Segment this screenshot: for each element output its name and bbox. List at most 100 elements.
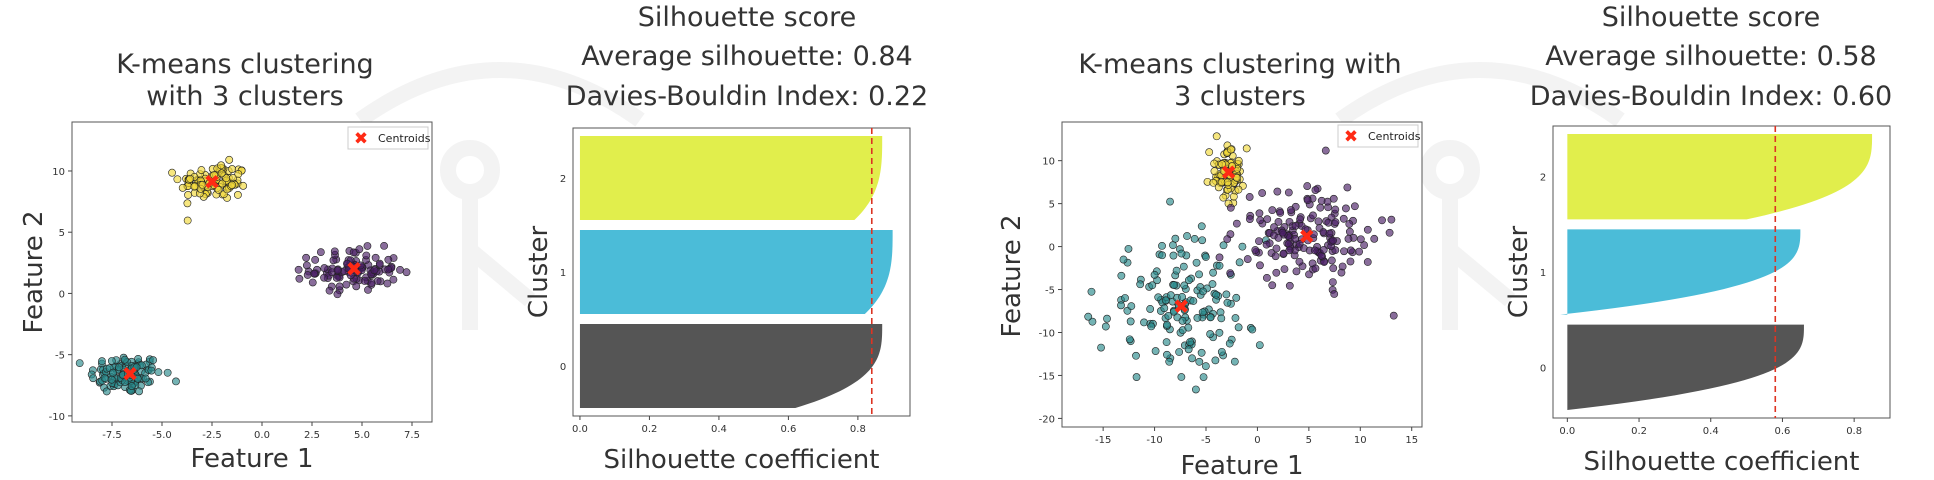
x-tick-label: -2.5 — [202, 430, 222, 441]
data-point — [1245, 215, 1254, 223]
data-point — [1295, 239, 1304, 248]
y-tick-label: 0 — [59, 289, 65, 300]
silhouette-band-cluster-0 — [1567, 324, 1804, 410]
data-point — [302, 253, 311, 262]
data-point — [1303, 182, 1312, 190]
data-point — [1225, 339, 1234, 348]
chart-title-line: Silhouette score — [1602, 2, 1820, 33]
data-point — [325, 286, 334, 295]
data-point — [172, 377, 180, 386]
data-point — [1206, 330, 1215, 338]
silhouette-band-cluster-2 — [1567, 134, 1873, 220]
data-point — [1263, 273, 1271, 282]
data-point — [1198, 236, 1207, 245]
data-point — [1164, 312, 1173, 320]
data-point — [168, 168, 176, 177]
x-axis-label: Silhouette coefficient — [1584, 447, 1860, 477]
data-point — [1215, 328, 1224, 337]
data-point — [107, 357, 116, 365]
data-point — [1360, 241, 1369, 250]
x-tick-label: -5.0 — [152, 430, 172, 441]
data-point — [1243, 255, 1252, 263]
data-point — [1190, 234, 1199, 243]
data-point — [1186, 338, 1194, 346]
y-tick-label: 10 — [1042, 157, 1055, 168]
data-point — [371, 253, 380, 262]
data-point — [1163, 320, 1171, 329]
data-point — [360, 277, 369, 285]
data-point — [1171, 234, 1180, 243]
data-point — [1328, 278, 1337, 287]
data-point — [1339, 214, 1348, 223]
data-point — [1245, 193, 1254, 201]
data-point — [1119, 255, 1128, 264]
data-point — [1255, 209, 1264, 218]
data-point — [1178, 316, 1187, 325]
data-point — [1234, 323, 1243, 332]
y-tick-label: 0 — [1049, 243, 1055, 254]
data-point — [1212, 290, 1220, 299]
data-point — [1127, 302, 1136, 311]
data-point — [1344, 234, 1353, 243]
data-point — [228, 181, 236, 189]
data-point — [333, 290, 342, 299]
data-point — [1258, 189, 1267, 197]
chart-title-line: with 3 clusters — [146, 81, 344, 112]
data-point — [1140, 318, 1148, 327]
data-point — [1219, 193, 1228, 202]
data-point — [1084, 312, 1093, 321]
y-tick-label: -5 — [1045, 286, 1055, 297]
data-point — [1385, 228, 1394, 237]
data-point — [1193, 314, 1202, 322]
x-tick-label: -5 — [1201, 435, 1211, 446]
data-point — [1232, 173, 1241, 182]
data-point — [1210, 167, 1219, 176]
data-point — [1172, 266, 1181, 275]
data-point — [1097, 343, 1105, 352]
data-point — [1124, 244, 1133, 253]
x-axis-label: Silhouette coefficient — [604, 445, 880, 475]
data-point — [1209, 268, 1217, 277]
x-tick-label: 10 — [1354, 435, 1367, 446]
data-point — [1191, 385, 1200, 394]
data-point — [1169, 307, 1178, 316]
y-tick-label: -10 — [49, 412, 65, 423]
data-point — [1310, 246, 1319, 255]
data-point — [1295, 257, 1304, 266]
data-point — [1117, 271, 1126, 280]
data-point — [210, 171, 219, 180]
data-point — [1162, 338, 1171, 347]
centroid-marker: ✖ — [1298, 224, 1315, 248]
data-point — [1163, 350, 1171, 359]
data-point — [1343, 183, 1352, 192]
data-point — [1166, 291, 1175, 300]
centroid-marker: ✖ — [204, 170, 221, 194]
data-point — [1304, 236, 1312, 245]
data-point — [1316, 203, 1325, 212]
data-point — [380, 241, 389, 250]
chart-title-line: 3 clusters — [1174, 81, 1306, 112]
data-point — [1117, 301, 1125, 310]
data-point — [1212, 132, 1221, 141]
data-point — [1223, 298, 1232, 307]
data-point — [197, 166, 206, 174]
data-point — [1314, 217, 1323, 226]
data-point — [303, 271, 312, 279]
data-point — [1356, 235, 1365, 244]
data-point — [1285, 281, 1294, 290]
data-point — [311, 255, 320, 264]
data-point — [389, 275, 398, 284]
data-point — [1228, 162, 1237, 170]
y-axis-label: Feature 2 — [19, 210, 49, 333]
x-tick-label: -10 — [1146, 435, 1162, 446]
data-point — [1251, 246, 1260, 254]
data-point — [1223, 178, 1232, 187]
data-point — [1175, 348, 1184, 356]
data-point — [127, 382, 136, 390]
x-tick-label: 15 — [1405, 435, 1418, 446]
silhouette-band-cluster-1 — [1560, 229, 1801, 315]
data-point — [402, 268, 411, 277]
data-point — [1146, 305, 1155, 313]
data-point — [1121, 294, 1129, 302]
